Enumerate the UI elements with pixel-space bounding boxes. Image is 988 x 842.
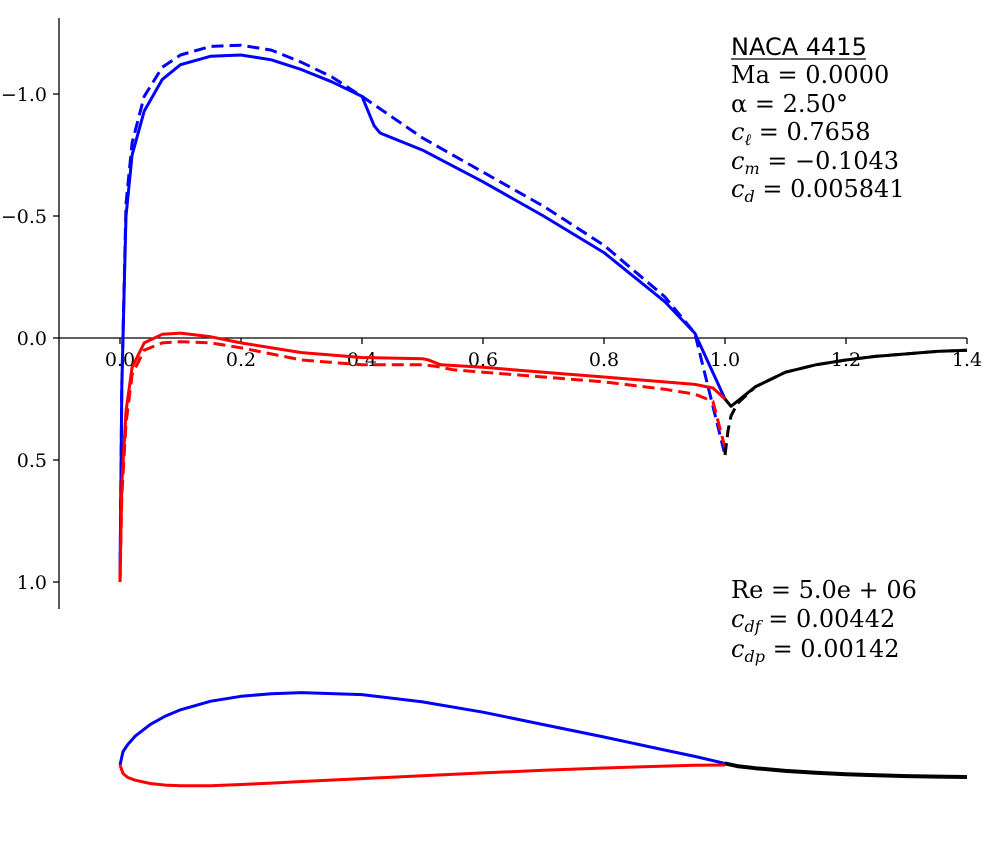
cp-upper-dashed-line <box>118 43 727 583</box>
moment-coefficient: cm = −0.1043 <box>731 147 899 178</box>
y-tick-label: 1.0 <box>17 572 47 594</box>
y-tick-label: −0.5 <box>1 206 47 228</box>
x-tick-label: 0.4 <box>347 349 377 371</box>
y-tick-label: 0.5 <box>17 450 47 472</box>
x-tick-label: 1.0 <box>710 349 740 371</box>
x-ticks: 0.0 0.2 0.4 0.6 0.8 1.0 1.2 1.4 <box>105 338 982 371</box>
x-tick-label: 0.0 <box>105 349 135 371</box>
cp-lower-solid-line <box>118 331 727 583</box>
cp-upper-solid-line <box>118 53 727 583</box>
y-tick-label: 0.0 <box>17 328 47 350</box>
lift-coefficient: cℓ = 0.7658 <box>731 118 870 149</box>
x-tick-label: 1.4 <box>952 349 982 371</box>
angle-of-attack: α = 2.50° <box>731 90 848 118</box>
friction-drag-coefficient: cdf = 0.00442 <box>731 605 895 636</box>
airfoil-lower-line <box>118 763 726 788</box>
cp-lower-dashed-line <box>118 340 727 583</box>
y-tick-label: −1.0 <box>1 84 47 106</box>
airfoil-shape <box>118 691 968 788</box>
y-ticks: −1.0 −0.5 0.0 0.5 1.0 <box>1 84 59 594</box>
airfoil-name: NACA 4415 <box>731 33 867 61</box>
x-tick-label: 0.2 <box>226 349 256 371</box>
cp-series <box>118 43 968 583</box>
drag-coefficient: cd = 0.005841 <box>731 175 905 206</box>
mach-number: Ma = 0.0000 <box>731 61 889 89</box>
cp-wake-dashed-line <box>723 348 968 456</box>
airfoil-wake-line <box>724 761 968 779</box>
reynolds-number: Re = 5.0e + 06 <box>731 576 917 604</box>
x-tick-label: 0.8 <box>589 349 619 371</box>
info-panel: NACA 4415 Ma = 0.0000 α = 2.50° cℓ = 0.7… <box>731 33 917 666</box>
pressure-drag-coefficient: cdp = 0.00142 <box>731 635 900 666</box>
airfoil-upper-line <box>118 691 726 766</box>
